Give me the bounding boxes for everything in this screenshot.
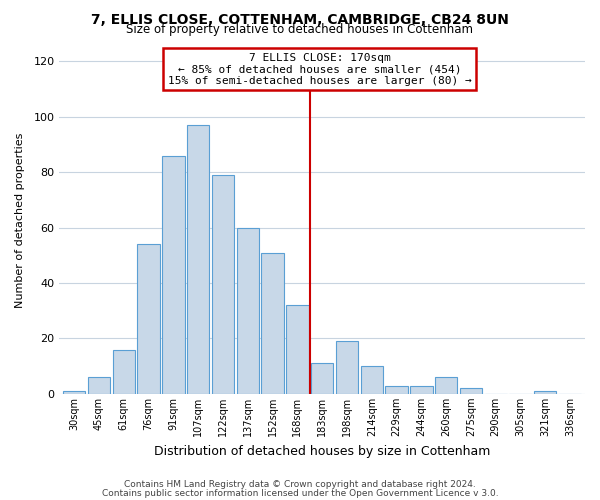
Bar: [361, 366, 383, 394]
Bar: [63, 391, 85, 394]
Bar: [410, 386, 433, 394]
Bar: [187, 125, 209, 394]
Text: Contains public sector information licensed under the Open Government Licence v : Contains public sector information licen…: [101, 488, 499, 498]
Bar: [212, 175, 234, 394]
Bar: [162, 156, 185, 394]
Bar: [262, 252, 284, 394]
Bar: [336, 341, 358, 394]
Text: 7 ELLIS CLOSE: 170sqm
← 85% of detached houses are smaller (454)
15% of semi-det: 7 ELLIS CLOSE: 170sqm ← 85% of detached …: [167, 52, 472, 86]
Bar: [137, 244, 160, 394]
Text: 7, ELLIS CLOSE, COTTENHAM, CAMBRIDGE, CB24 8UN: 7, ELLIS CLOSE, COTTENHAM, CAMBRIDGE, CB…: [91, 12, 509, 26]
Bar: [236, 228, 259, 394]
Bar: [311, 364, 334, 394]
Text: Contains HM Land Registry data © Crown copyright and database right 2024.: Contains HM Land Registry data © Crown c…: [124, 480, 476, 489]
Bar: [534, 391, 556, 394]
Bar: [435, 378, 457, 394]
Bar: [286, 305, 308, 394]
Bar: [385, 386, 408, 394]
Y-axis label: Number of detached properties: Number of detached properties: [15, 133, 25, 308]
Bar: [460, 388, 482, 394]
Text: Size of property relative to detached houses in Cottenham: Size of property relative to detached ho…: [127, 22, 473, 36]
X-axis label: Distribution of detached houses by size in Cottenham: Distribution of detached houses by size …: [154, 444, 490, 458]
Bar: [88, 378, 110, 394]
Bar: [113, 350, 135, 394]
